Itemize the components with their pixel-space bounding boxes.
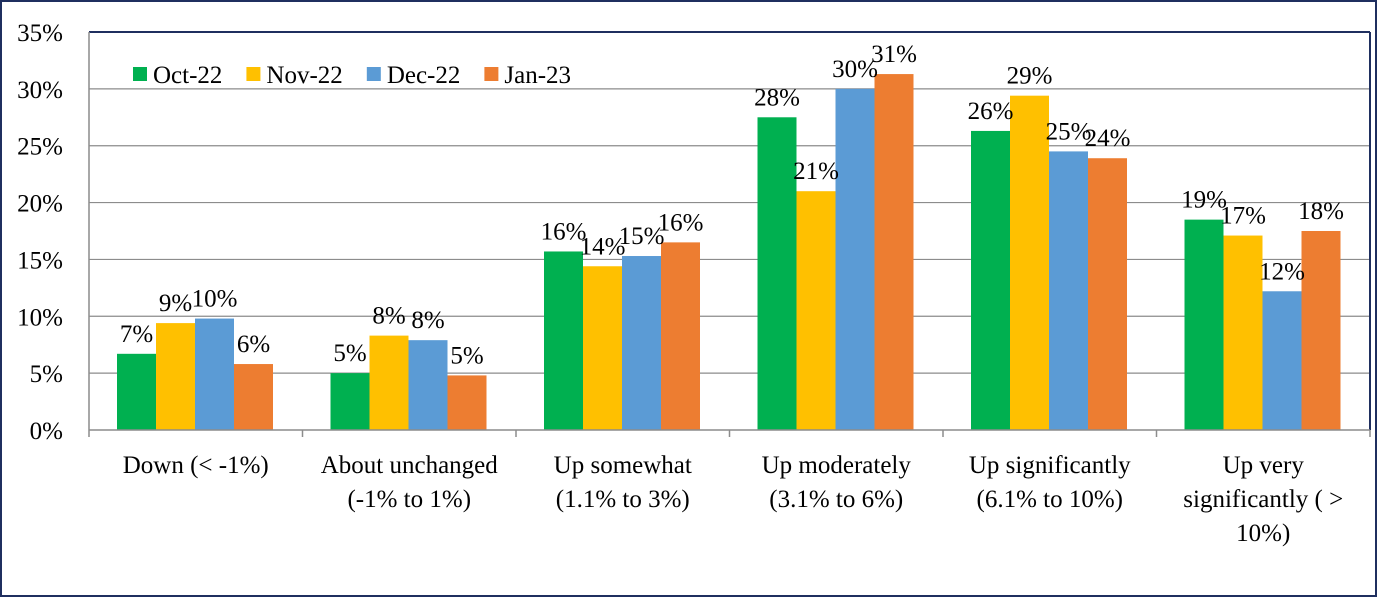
bar [447,375,487,430]
data-label: 24% [1085,125,1131,152]
legend-swatch [484,67,499,81]
x-tick-label: Up somewhat (1.1% to 3%) [554,452,692,513]
bar [117,353,156,430]
bar [835,88,875,430]
bar [1010,95,1049,431]
data-label: 18% [1298,198,1344,225]
data-labels: 7% 5% 16% 28% 26% 19% 9% 8% 14% 21% 29% 17% 10% 8% 15%… [120,41,1344,369]
x-tick-label: Up moderately (3.1% to 6%) [762,452,912,513]
data-label: 28% [754,84,800,111]
data-label: 17% [1220,203,1266,230]
data-label: 6% [237,331,270,358]
y-axis: 0% 5% 10% 15% 20% 25% 30% 35% [17,20,90,445]
legend-label: Oct-22 [153,62,222,89]
bar [1223,235,1263,430]
data-label: 7% [120,321,153,348]
y-tick-label: 5% [30,361,63,388]
legend-swatch [133,67,147,81]
data-label: 8% [411,307,444,334]
data-label: 30% [832,56,878,83]
x-tick-label: Down (< -1%) [123,452,269,479]
bar [1049,151,1088,430]
bar [1301,231,1341,430]
bars [117,74,1341,431]
y-tick-label: 25% [17,134,63,161]
bar [156,323,195,430]
gridlines [89,31,1371,430]
legend-label: Dec-22 [387,62,461,89]
bar [757,117,797,431]
data-label: 19% [1181,187,1227,214]
data-label: 15% [619,223,665,250]
bar [408,340,448,430]
data-label: 31% [871,41,917,68]
y-tick-label: 10% [17,304,63,331]
legend-label: Jan-23 [504,62,571,89]
x-tick-label: About unchanged (-1% to 1%) [321,452,499,513]
data-label: 9% [159,290,192,317]
x-tick-label: Up significantly (6.1% to 10%) [969,452,1131,513]
bar [195,318,234,430]
y-tick-label: 35% [17,20,63,47]
data-label: 5% [333,340,366,367]
legend-swatch [366,67,381,81]
bar [622,256,661,430]
bar [1184,219,1224,430]
data-label: 16% [541,218,587,245]
y-tick-label: 15% [17,247,63,274]
data-label: 25% [1046,118,1092,145]
bar [1088,158,1127,431]
data-label: 29% [1007,63,1053,90]
bar [874,74,914,431]
data-label: 12% [1259,258,1305,285]
x-tick-label: Up very significantly ( >10%) [1183,452,1343,547]
bar [661,242,700,430]
legend-swatch [246,67,261,81]
data-label: 14% [580,233,626,260]
y-tick-label: 0% [30,418,63,445]
bar [234,364,273,430]
bar [369,335,409,430]
bar [796,191,836,430]
bar [1262,291,1302,430]
x-axis: Down (< -1%) About unchanged (-1% to 1%) Up… [89,429,1371,547]
bar [544,251,583,430]
legend-label: Nov-22 [266,62,342,89]
data-label: 16% [658,209,704,236]
legend: Oct-22 Nov-22 Dec-22 Jan-23 [133,62,571,89]
y-tick-label: 30% [17,77,63,104]
data-label: 5% [450,342,483,369]
data-label: 26% [968,98,1014,125]
data-label: 8% [372,303,405,330]
data-label: 10% [192,286,238,313]
bar [971,130,1010,430]
bar [330,373,370,430]
bar [583,266,622,430]
data-label: 21% [793,158,839,185]
y-tick-label: 20% [17,191,63,218]
